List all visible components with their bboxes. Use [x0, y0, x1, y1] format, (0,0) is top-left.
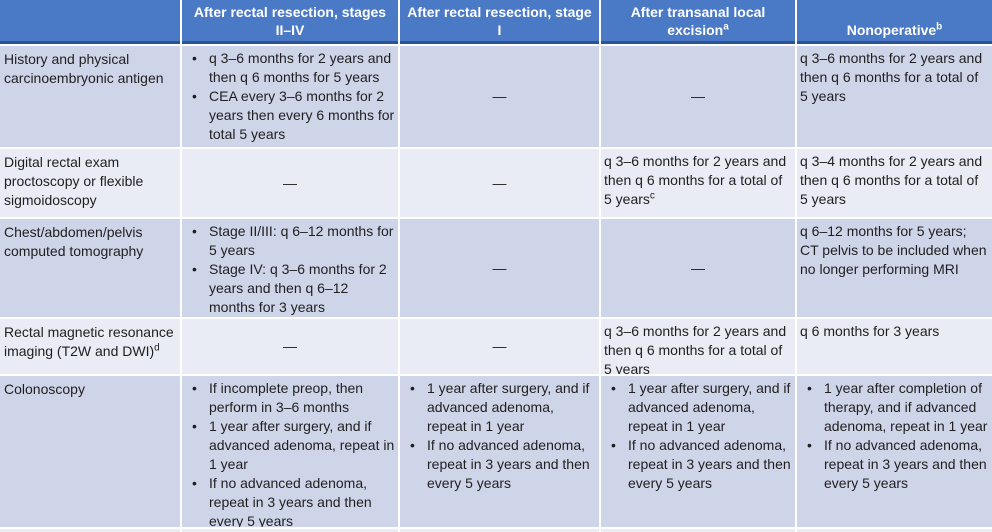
- cell-mri-stages-ii-iv-dash: —: [182, 319, 398, 374]
- cell-ct-nonoperative: q 6–12 months for 5 years; CT pelvis to …: [797, 219, 992, 317]
- cell-dre-stage-i-dash: —: [400, 149, 599, 217]
- footnote-marker-a: a: [723, 21, 729, 33]
- cell-history-stage-i-dash: —: [400, 46, 599, 147]
- bullet-item: 1 year after surgery, and if advanced ad…: [601, 379, 793, 436]
- header-corner-cell: [0, 0, 180, 44]
- header-stages-ii-iv: After rectal resection, stages II–IV: [182, 0, 398, 44]
- bullet-item: If incomplete preop, then perform in 3–6…: [182, 379, 396, 417]
- partial-next-row-cell: [0, 529, 180, 532]
- footnote-marker-d: d: [154, 342, 160, 354]
- cell-history-transanal-dash: —: [601, 46, 795, 147]
- cell-dre-nonoperative: q 3–4 months for 2 years and then q 6 mo…: [797, 149, 992, 217]
- cell-colonoscopy-stages-ii-iv: If incomplete preop, then perform in 3–6…: [182, 376, 398, 527]
- cell-dre-transanal: q 3–6 months for 2 years and then q 6 mo…: [601, 149, 795, 217]
- cell-mri-nonoperative: q 6 months for 3 years: [797, 319, 992, 374]
- header-transanal-excision-label: After transanal local excisiona: [630, 4, 766, 38]
- bullet-item: If no advanced adenoma, repeat in 3 year…: [797, 436, 990, 493]
- header-stage-i-label: After rectal resection, stage I: [407, 4, 592, 38]
- bullet-item: If no advanced adenoma, repeat in 3 year…: [400, 436, 597, 493]
- cell-history-stages-ii-iv: q 3–6 months for 2 years and then q 6 mo…: [182, 46, 398, 147]
- row-label-history-physical-cea: History and physical carcinoembryonic an…: [0, 46, 180, 147]
- partial-next-row-cell: [400, 529, 599, 532]
- cell-ct-stage-i-dash: —: [400, 219, 599, 317]
- cell-dre-stages-ii-iv-dash: —: [182, 149, 398, 217]
- bullet-item: If no advanced adenoma, repeat in 3 year…: [601, 436, 793, 493]
- cell-mri-transanal: q 3–6 months for 2 years and then q 6 mo…: [601, 319, 795, 374]
- partial-next-row-cell: [182, 529, 398, 532]
- footnote-marker-b: b: [936, 21, 943, 33]
- header-transanal-excision: After transanal local excisiona: [601, 0, 795, 44]
- partial-next-row-cell: [601, 529, 795, 532]
- cell-ct-transanal-dash: —: [601, 219, 795, 317]
- bullet-item: Stage II/III: q 6–12 months for 5 years: [182, 222, 396, 260]
- cell-colonoscopy-transanal: 1 year after surgery, and if advanced ad…: [601, 376, 795, 527]
- cell-ct-stages-ii-iv: Stage II/III: q 6–12 months for 5 years …: [182, 219, 398, 317]
- header-nonoperative: Nonoperativeb: [797, 0, 992, 44]
- bullet-item: 1 year after surgery, and if advanced ad…: [182, 417, 396, 474]
- cell-history-nonoperative: q 3–6 months for 2 years and then q 6 mo…: [797, 46, 992, 147]
- cell-colonoscopy-stage-i: 1 year after surgery, and if advanced ad…: [400, 376, 599, 527]
- cell-mri-stage-i-dash: —: [400, 319, 599, 374]
- partial-next-row-cell: [797, 529, 992, 532]
- row-label-colonoscopy: Colonoscopy: [0, 376, 180, 527]
- bullet-item: 1 year after completion of therapy, and …: [797, 379, 990, 436]
- header-stages-ii-iv-label: After rectal resection, stages II–IV: [193, 4, 387, 38]
- bullet-item: q 3–6 months for 2 years and then q 6 mo…: [182, 49, 396, 87]
- bullet-item: 1 year after surgery, and if advanced ad…: [400, 379, 597, 436]
- header-stage-i: After rectal resection, stage I: [400, 0, 599, 44]
- row-label-digital-rectal-exam: Digital rectal exam proctoscopy or flexi…: [0, 149, 180, 217]
- bullet-item: CEA every 3–6 months for 2 years then ev…: [182, 87, 396, 144]
- bullet-item: If no advanced adenoma, repeat in 3 year…: [182, 474, 396, 527]
- bullet-item: Stage IV: q 3–6 months for 2 years and t…: [182, 260, 396, 317]
- header-nonoperative-label: Nonoperativeb: [846, 21, 943, 38]
- row-label-rectal-mri: Rectal magnetic resonance imaging (T2W a…: [0, 319, 180, 374]
- row-label-ct: Chest/abdomen/pelvis computed tomography: [0, 219, 180, 317]
- footnote-marker-c: c: [649, 190, 655, 202]
- cell-colonoscopy-nonoperative: 1 year after completion of therapy, and …: [797, 376, 992, 527]
